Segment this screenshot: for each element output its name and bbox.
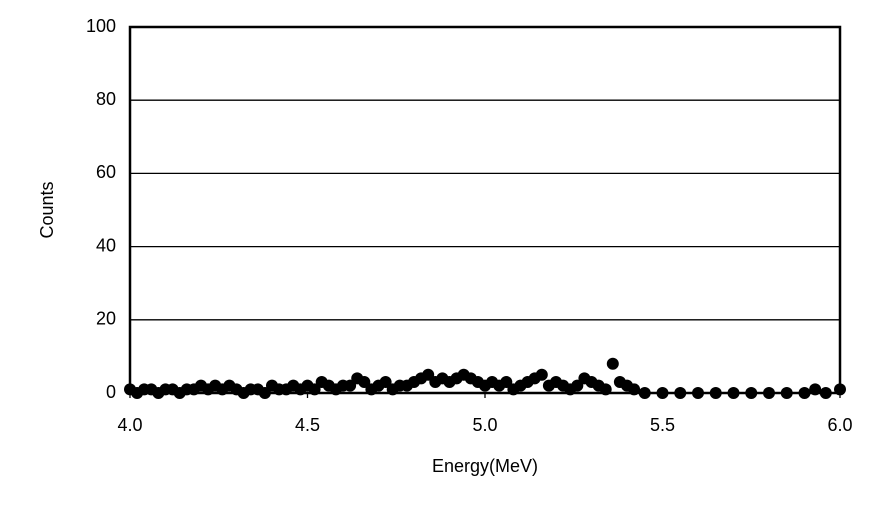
data-point [798, 387, 811, 399]
y-tick-label: 20 [96, 309, 116, 329]
y-tick-label: 40 [96, 235, 116, 255]
data-point [638, 387, 651, 399]
data-point [745, 387, 758, 399]
data-point [780, 387, 793, 399]
data-point [692, 387, 704, 399]
data-point [809, 383, 822, 396]
y-tick-label: 100 [86, 16, 116, 36]
y-tick-label: 80 [96, 89, 116, 109]
y-axis-label: Counts [37, 181, 57, 238]
data-point [535, 368, 548, 381]
data-point [727, 387, 740, 399]
data-point [606, 357, 619, 370]
data-point [819, 387, 832, 399]
data-point [656, 387, 669, 399]
y-tick-label: 60 [96, 162, 116, 182]
x-tick-label: 5.5 [650, 415, 675, 435]
x-axis-label: Energy(MeV) [432, 456, 538, 476]
x-tick-label: 4.5 [295, 415, 320, 435]
x-tick-label: 6.0 [827, 415, 852, 435]
data-point [674, 387, 687, 399]
y-tick-label: 0 [106, 382, 116, 402]
data-point [599, 383, 612, 396]
data-point [834, 383, 846, 396]
x-tick-label: 4.0 [117, 415, 142, 435]
data-point [628, 383, 641, 396]
data-point [709, 387, 722, 399]
plot-frame [128, 25, 842, 395]
data-point [763, 387, 775, 399]
x-tick-label: 5.0 [472, 415, 497, 435]
